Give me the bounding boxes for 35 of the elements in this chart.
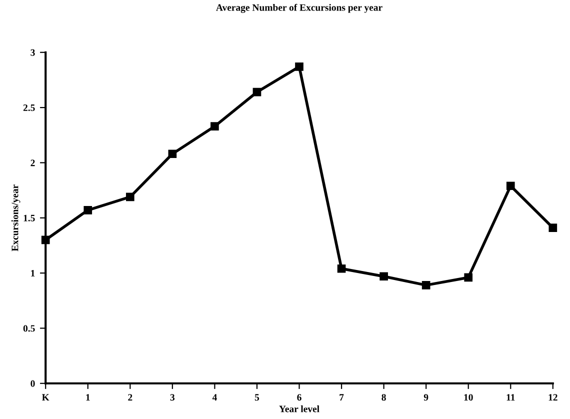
y-axis-title: Excursions/year: [11, 184, 20, 252]
y-tick-label: 2: [30, 160, 35, 166]
x-tick-label: 6: [297, 394, 302, 401]
point: [422, 281, 430, 290]
y-tick-label: 3: [30, 49, 35, 56]
x-tick-label: 1: [86, 394, 90, 401]
x-tick-label: 7: [340, 394, 344, 401]
x-tick-label: K: [42, 394, 50, 401]
y-tick-label: 1.5: [24, 214, 35, 222]
x-tick-label: 11: [506, 394, 515, 401]
point: [548, 224, 558, 232]
point: [464, 273, 473, 282]
point: [84, 206, 92, 214]
point: [210, 122, 219, 130]
x-tick-label: 2: [128, 394, 132, 401]
x-tick-label: 5: [254, 394, 260, 401]
point: [126, 192, 134, 202]
x-tick-label: 8: [382, 394, 386, 401]
x-tick-label: 4: [212, 394, 217, 401]
x-tick-label: 3: [170, 394, 175, 401]
point: [168, 150, 177, 158]
point: [252, 88, 262, 96]
x-tick-label: 12: [548, 394, 558, 401]
y-tick-label: 2.5: [23, 104, 35, 112]
point: [337, 264, 346, 273]
x-axis-title: Year level: [279, 405, 320, 412]
chart-title: Average Number of Excursions per year: [216, 4, 382, 13]
y-tick-label: 1: [31, 270, 35, 276]
point: [380, 272, 388, 281]
x-tick-label: 10: [464, 394, 473, 401]
y-tick-label: 0.5: [23, 325, 35, 332]
x-tick-label: 9: [424, 394, 428, 401]
point: [506, 182, 515, 190]
point: [295, 62, 304, 71]
y-tick-label: 0: [30, 380, 35, 387]
